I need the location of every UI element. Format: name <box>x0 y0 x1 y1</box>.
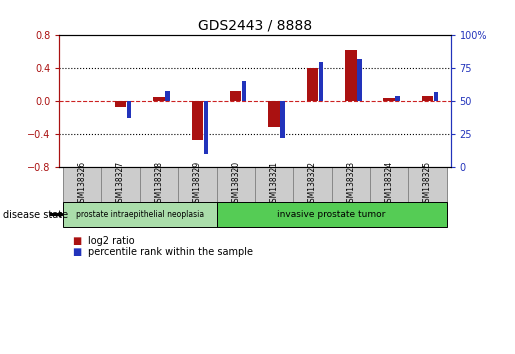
Bar <box>357 59 362 101</box>
FancyBboxPatch shape <box>294 167 332 202</box>
Bar <box>280 101 285 138</box>
FancyBboxPatch shape <box>101 167 140 202</box>
Bar <box>396 96 400 101</box>
Bar <box>230 91 242 101</box>
Text: GSM138329: GSM138329 <box>193 161 202 207</box>
Bar <box>192 101 203 141</box>
Bar <box>242 81 247 101</box>
Title: GDS2443 / 8888: GDS2443 / 8888 <box>198 19 312 33</box>
Text: GSM138322: GSM138322 <box>308 161 317 207</box>
Bar <box>127 101 131 118</box>
Bar <box>345 50 356 101</box>
FancyBboxPatch shape <box>216 167 255 202</box>
Bar <box>115 101 126 107</box>
Bar <box>203 101 208 154</box>
Text: prostate intraepithelial neoplasia: prostate intraepithelial neoplasia <box>76 210 204 219</box>
Text: invasive prostate tumor: invasive prostate tumor <box>278 210 386 219</box>
Bar <box>434 92 438 101</box>
Text: log2 ratio: log2 ratio <box>88 236 134 246</box>
Bar <box>319 62 323 101</box>
Text: GSM138324: GSM138324 <box>385 161 394 207</box>
Text: GSM138326: GSM138326 <box>78 161 87 207</box>
Bar <box>268 101 280 127</box>
Bar <box>153 97 165 101</box>
Bar <box>307 68 318 101</box>
Text: GSM138327: GSM138327 <box>116 161 125 207</box>
FancyBboxPatch shape <box>408 167 447 202</box>
Text: ■: ■ <box>72 236 81 246</box>
Bar <box>384 98 395 101</box>
Text: percentile rank within the sample: percentile rank within the sample <box>88 247 252 257</box>
Bar <box>165 91 170 101</box>
Text: GSM138325: GSM138325 <box>423 161 432 207</box>
Text: ■: ■ <box>72 247 81 257</box>
Text: disease state: disease state <box>3 210 67 219</box>
Text: GSM138328: GSM138328 <box>154 161 163 207</box>
Text: GSM138320: GSM138320 <box>231 161 240 207</box>
FancyBboxPatch shape <box>63 167 101 202</box>
FancyBboxPatch shape <box>370 167 408 202</box>
FancyBboxPatch shape <box>332 167 370 202</box>
Text: GSM138321: GSM138321 <box>270 161 279 207</box>
FancyBboxPatch shape <box>255 167 294 202</box>
FancyBboxPatch shape <box>178 167 216 202</box>
Text: GSM138323: GSM138323 <box>347 161 355 207</box>
FancyBboxPatch shape <box>140 167 178 202</box>
Bar <box>422 96 433 101</box>
